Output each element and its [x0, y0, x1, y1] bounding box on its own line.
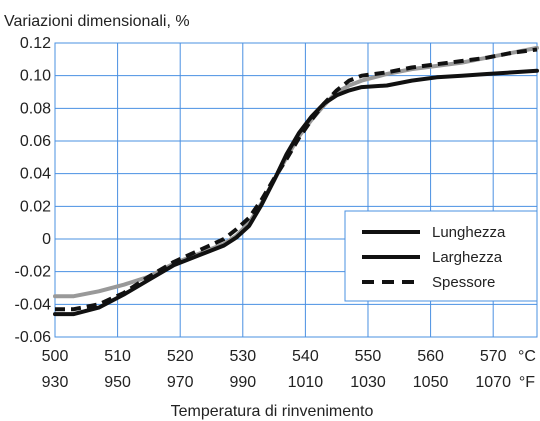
series-layer — [53, 45, 539, 317]
y-tick-label: 0.08 — [20, 100, 51, 117]
x-tick-label-fahrenheit: 1030 — [350, 374, 386, 391]
legend-label-spessore: Spessore — [432, 274, 495, 291]
x-tick-label-fahrenheit: 1050 — [413, 374, 449, 391]
x-tick-label-celsius: 520 — [167, 348, 194, 365]
x-tick-label-celsius: 500 — [42, 348, 69, 365]
x-unit-celsius: °C — [518, 348, 536, 365]
plot-frame — [54, 42, 538, 338]
legend-label-larghezza: Larghezza — [432, 249, 503, 266]
tick-layer: -0.06 -0.04 -0.02 0 0.02 0.04 0.06 0.08 0.10 0.12… — [15, 35, 536, 391]
y-tick-label: 0.12 — [20, 35, 51, 52]
legend: Lunghezza Larghezza Spessore — [344, 210, 538, 302]
y-tick-label: -0.06 — [15, 329, 52, 346]
y-tick-label: -0.04 — [15, 296, 52, 313]
x-tick-label-fahrenheit: 990 — [229, 374, 256, 391]
y-tick-label: 0.10 — [20, 68, 51, 85]
y-tick-label: -0.02 — [15, 264, 52, 281]
x-tick-label-fahrenheit: 1010 — [288, 374, 324, 391]
x-tick-label-celsius: 530 — [229, 348, 256, 365]
x-tick-label-celsius: 550 — [355, 348, 382, 365]
x-tick-label-fahrenheit: 950 — [104, 374, 131, 391]
y-tick-label: 0.06 — [20, 133, 51, 150]
chart-title: Variazioni dimensionali, % — [4, 13, 190, 30]
x-axis-label: Temperatura di rinvenimento — [171, 403, 374, 420]
x-unit-fahrenheit: °F — [519, 374, 535, 391]
x-tick-label-fahrenheit: 970 — [167, 374, 194, 391]
x-tick-label-fahrenheit: 930 — [42, 374, 69, 391]
x-tick-label-celsius: 560 — [417, 348, 444, 365]
x-tick-label-celsius: 510 — [104, 348, 131, 365]
x-tick-label-fahrenheit: 1070 — [475, 374, 511, 391]
x-tick-label-celsius: 540 — [292, 348, 319, 365]
x-tick-label-celsius: 570 — [480, 348, 507, 365]
y-tick-label: 0.04 — [20, 166, 51, 183]
legend-label-lunghezza: Lunghezza — [432, 224, 506, 241]
y-tick-label: 0.02 — [20, 198, 51, 215]
y-tick-label: 0 — [42, 231, 51, 248]
series-line-larghezza — [53, 68, 539, 317]
